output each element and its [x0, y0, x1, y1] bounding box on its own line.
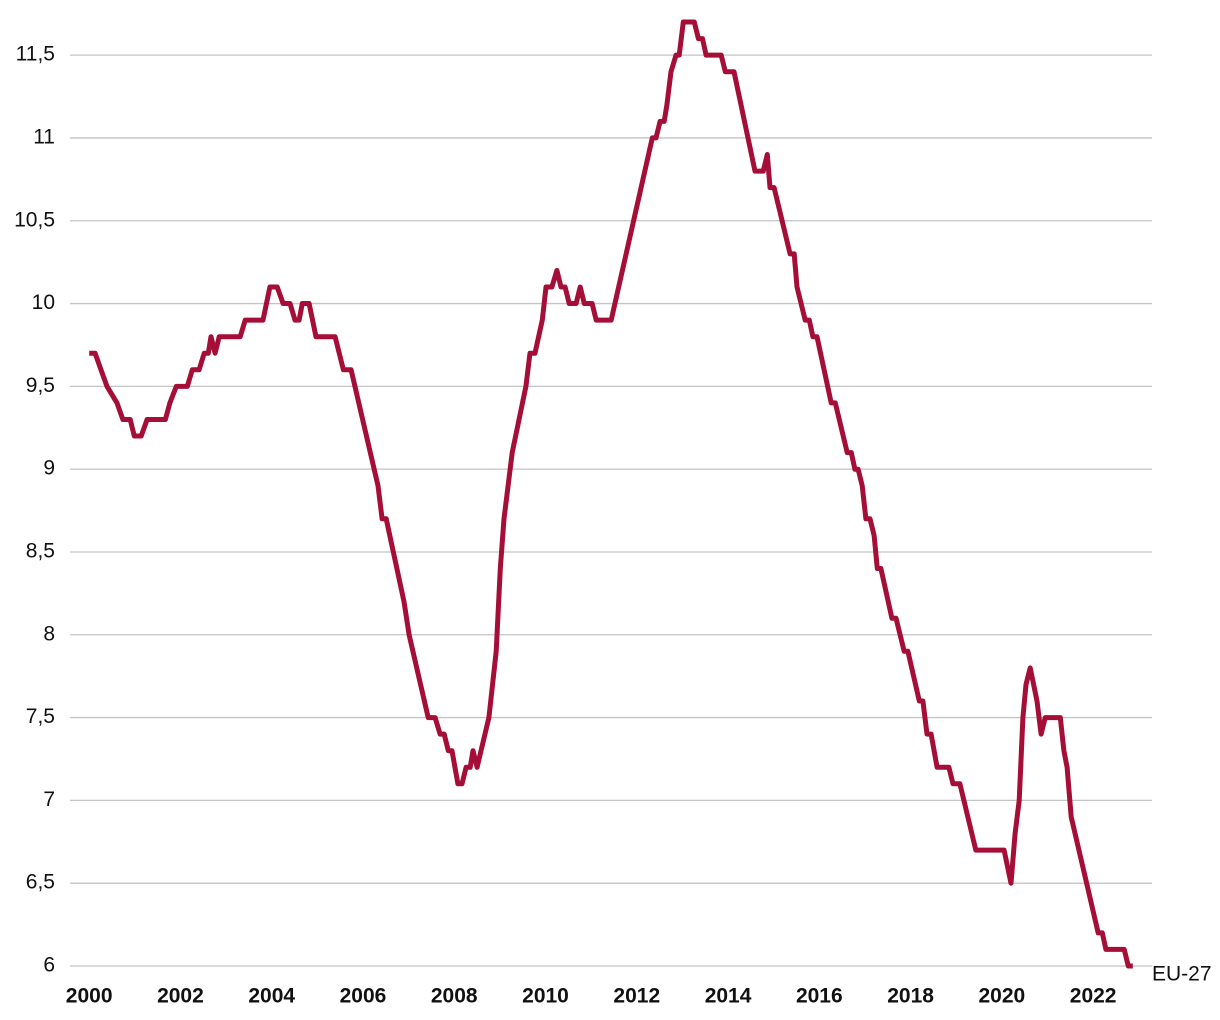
y-tick-label: 6,5 [26, 871, 55, 894]
y-tick-label: 8 [43, 622, 55, 645]
y-tick-label: 9 [43, 457, 55, 480]
x-tick-label: 2000 [66, 985, 113, 1008]
x-tick-label: 2014 [705, 985, 752, 1008]
y-tick-label: 10,5 [14, 208, 55, 231]
x-tick-label: 2006 [340, 985, 387, 1008]
x-tick-label: 2004 [248, 985, 295, 1008]
x-tick-label: 2020 [979, 985, 1026, 1008]
y-tick-label: 8,5 [26, 540, 55, 563]
x-tick-label: 2002 [157, 985, 204, 1008]
x-tick-label: 2022 [1070, 985, 1117, 1008]
y-tick-label: 9,5 [26, 374, 55, 397]
y-tick-label: 11,5 [16, 43, 55, 66]
x-tick-label: 2012 [613, 985, 660, 1008]
y-tick-label: 6 [43, 954, 55, 977]
x-tick-label: 2018 [887, 985, 934, 1008]
x-tick-label: 2008 [431, 985, 478, 1008]
data-line [89, 19, 1133, 969]
series-label: EU-27 [1152, 963, 1212, 986]
y-tick-label: 10 [32, 291, 55, 314]
y-tick-label: 11 [33, 125, 55, 148]
x-tick-label: 2016 [796, 985, 843, 1008]
y-tick-label: 7,5 [26, 705, 55, 728]
y-tick-label: 7 [43, 788, 55, 811]
x-tick-label: 2010 [522, 985, 569, 1008]
